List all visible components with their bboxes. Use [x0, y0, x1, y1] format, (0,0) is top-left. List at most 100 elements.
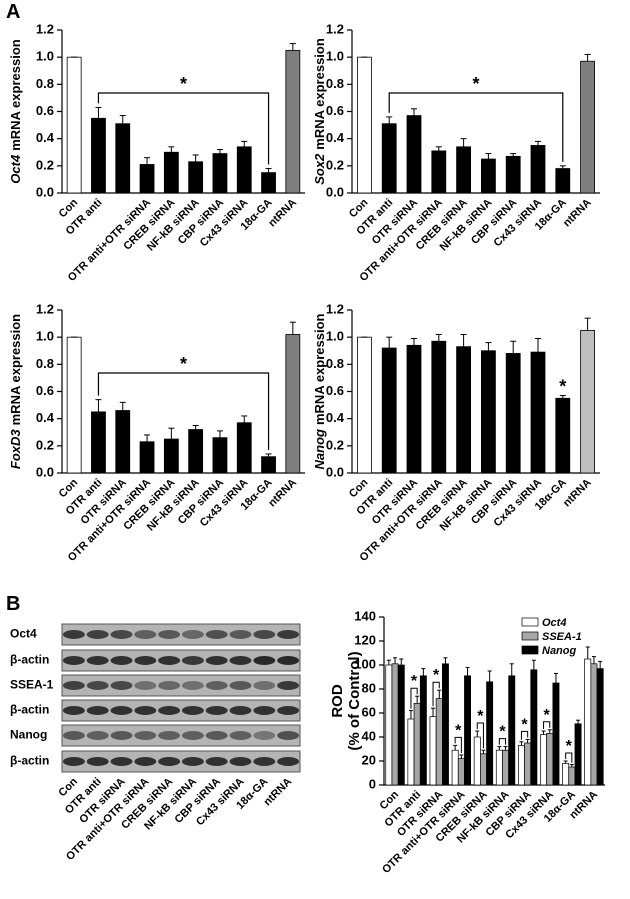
blot-band	[205, 656, 228, 665]
blot-band	[253, 630, 276, 639]
error-bar	[485, 153, 492, 160]
blot-strip	[61, 649, 301, 672]
panel-label: B	[6, 593, 20, 615]
significance-star: *	[566, 738, 573, 755]
blot-band	[158, 731, 181, 740]
error-bar	[289, 43, 296, 51]
blot-band	[277, 706, 300, 715]
blot-band	[277, 757, 300, 766]
blot-band	[229, 706, 252, 715]
bar	[406, 115, 422, 194]
y-axis-title-text: mRNA expression	[8, 39, 23, 151]
bar	[163, 151, 179, 194]
y-tick-label: 0.6	[36, 383, 54, 398]
y-axis-title: Nanog mRNA expression	[312, 313, 327, 469]
blot-band	[134, 706, 157, 715]
error-bar	[399, 658, 404, 665]
bar	[419, 675, 427, 786]
error-bar	[591, 656, 596, 664]
blot-band	[229, 656, 252, 665]
blot-band	[253, 731, 276, 740]
significance-star: *	[499, 724, 506, 741]
bar	[139, 164, 155, 194]
significance-bracket	[97, 372, 270, 450]
error-bar	[144, 157, 151, 165]
significance-bracket	[97, 92, 270, 165]
bar	[188, 161, 204, 194]
x-tick-label: ntRNA	[561, 197, 594, 230]
error-bar	[510, 340, 517, 354]
error-bar	[460, 138, 467, 147]
y-tick-label: 0.8	[36, 76, 54, 91]
bar	[163, 438, 179, 474]
blot-band	[62, 630, 85, 639]
y-axis-title: Sox2 mRNA expression	[312, 38, 327, 185]
error-bar	[525, 738, 530, 743]
bar	[456, 146, 472, 194]
bar	[391, 663, 399, 786]
bar	[431, 340, 447, 474]
y-tick-label: 40	[362, 728, 376, 743]
error-bar	[541, 730, 546, 735]
y-tick-label: 0.4	[36, 130, 55, 145]
error-bar	[487, 670, 492, 682]
y-axis-title: FoxD3 mRNA expression	[8, 314, 23, 469]
blot-band	[110, 681, 133, 690]
blot-band	[86, 630, 109, 639]
blot-band	[253, 681, 276, 690]
significance-star: *	[455, 722, 462, 739]
significance-bracket	[388, 92, 564, 162]
y-axis-title-text: mRNA expression	[312, 38, 327, 150]
error-bar	[569, 764, 574, 767]
bar	[413, 703, 421, 786]
legend-label: Nanog	[542, 645, 577, 657]
y-axis-title-gene: Sox2	[312, 153, 327, 185]
error-bar	[547, 729, 552, 734]
error-bar	[393, 657, 398, 664]
bar	[456, 346, 472, 474]
bar	[397, 664, 405, 786]
error-bar	[460, 333, 467, 347]
significance-bracket	[454, 736, 462, 753]
bar	[236, 146, 252, 194]
bar	[480, 753, 487, 786]
significance-star: *	[180, 74, 187, 94]
y-tick-label: 0.4	[326, 410, 345, 425]
bar	[285, 49, 301, 194]
bar	[517, 745, 525, 786]
bar	[505, 155, 521, 194]
y-axis-title-text: mRNA expression	[8, 314, 23, 426]
error-bar	[265, 168, 272, 173]
blot-band	[229, 630, 252, 639]
significance-star: *	[411, 673, 418, 690]
blot-band	[134, 681, 157, 690]
blot-row-label: Oct4	[10, 627, 37, 641]
blot-band	[229, 757, 252, 766]
blot-band	[134, 656, 157, 665]
blot-strip	[61, 674, 301, 697]
bar	[261, 172, 276, 194]
bar	[451, 749, 459, 786]
blot-band	[158, 681, 181, 690]
y-tick-label: 0.8	[326, 76, 344, 91]
error-bar	[531, 659, 536, 670]
bar	[435, 698, 443, 786]
bar	[502, 749, 510, 786]
blot-band	[205, 706, 228, 715]
error-bar	[421, 668, 426, 676]
error-bar	[408, 710, 413, 719]
bar	[540, 734, 548, 786]
significance-star: *	[521, 716, 528, 733]
error-bar	[497, 746, 502, 751]
error-bar	[289, 321, 296, 335]
blot-band	[134, 757, 157, 766]
error-bar	[241, 140, 248, 147]
error-bar	[598, 660, 603, 669]
blot-band	[62, 706, 85, 715]
error-bar	[584, 53, 591, 62]
blot-band	[86, 757, 109, 766]
blot-band	[110, 731, 133, 740]
bar	[524, 742, 532, 786]
blot-band	[205, 757, 228, 766]
error-bar	[559, 165, 566, 169]
